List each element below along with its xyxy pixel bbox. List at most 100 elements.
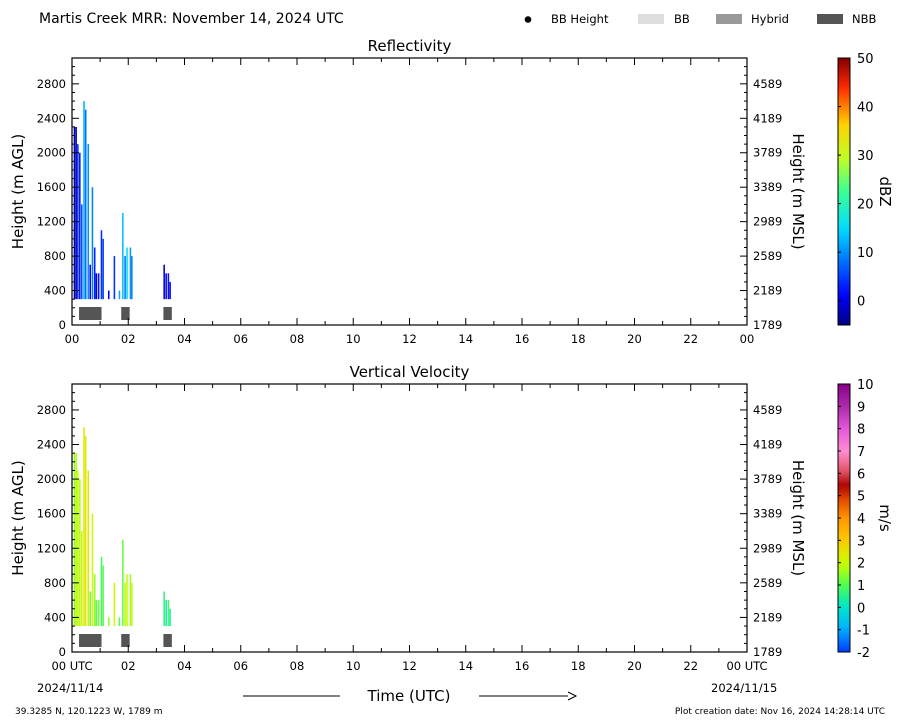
colorbar-tick-label: -2 (857, 646, 870, 661)
x-tick-label: 00 (65, 332, 80, 346)
x-tick-label: 04 (177, 332, 192, 346)
y2-tick-label: 2589 (753, 576, 782, 590)
panel-title: Vertical Velocity (350, 363, 470, 381)
legend-hybrid-swatch (716, 14, 742, 24)
legend-bb-label: BB (674, 12, 690, 26)
plot-frame (71, 383, 748, 653)
x-tick-label: 04 (177, 659, 192, 673)
y-tick-label: 800 (44, 576, 66, 590)
y-tick-label: 2800 (37, 403, 66, 417)
y2-tick-label: 4589 (753, 403, 782, 417)
x-tick-label: 20 (627, 659, 642, 673)
colorbar-tick-label: 8 (857, 423, 865, 438)
y2-tick-label: 4189 (753, 111, 782, 125)
precip-bar (75, 453, 77, 627)
precip-bar (126, 574, 128, 627)
x-tick-label: 14 (458, 659, 473, 673)
precip-bar (163, 591, 165, 627)
y2-axis-label: Height (m MSL) (789, 133, 807, 249)
legend-nbb-label: NBB (852, 12, 876, 26)
x-tick-label: 08 (290, 332, 305, 346)
y2-tick-label: 2189 (753, 284, 782, 298)
precip-bar (131, 582, 133, 627)
colorbar-tick-label: 20 (857, 198, 874, 213)
colorbar-tick-label: 40 (857, 101, 874, 116)
colorbar-tick-label: 2 (857, 557, 865, 572)
y-tick-label: 2400 (37, 111, 66, 125)
legend-bb-height-label: BB Height (551, 12, 609, 26)
colorbar-tick-label: 1 (857, 579, 865, 594)
x-tick-label: 06 (233, 332, 248, 346)
x-tick-label: 08 (290, 659, 305, 673)
bright-band-marker (121, 634, 130, 647)
y-axis-label: Height (m AGL) (9, 134, 27, 249)
colorbar-tick-label: -1 (857, 624, 870, 639)
y2-tick-label: 2989 (753, 541, 782, 555)
precip-bar (118, 290, 121, 300)
colorbar-tick-label: 9 (857, 400, 865, 415)
y2-tick-label: 4189 (753, 438, 782, 452)
precip-bar (129, 574, 132, 627)
precip-bar (102, 565, 104, 627)
precip-bar (95, 600, 98, 627)
legend-nbb-swatch (817, 14, 843, 24)
y-tick-label: 400 (44, 284, 66, 298)
start-date-label: 2024/11/14 (37, 681, 103, 695)
plot-creation-date: Plot creation date: Nov 16, 2024 14:28:1… (675, 707, 885, 717)
x-tick-label: 22 (683, 332, 698, 346)
y2-axis-label: Height (m MSL) (789, 460, 807, 576)
precip-bar (102, 238, 104, 300)
precip-bar (124, 582, 126, 627)
y2-tick-label: 3789 (753, 146, 782, 160)
bright-band-marker (163, 307, 172, 320)
precip-bar (91, 513, 94, 627)
y-tick-label: 2000 (37, 146, 66, 160)
precip-bar (163, 264, 165, 300)
y2-tick-label: 1789 (753, 645, 782, 659)
colorbar-tick-label: 10 (857, 378, 874, 393)
x-tick-label: 14 (458, 332, 473, 346)
y-tick-label: 0 (59, 645, 66, 659)
x-tick-label: 00 (740, 332, 755, 346)
colorbar-tick-label: 6 (857, 467, 865, 482)
colorbar-tick-label: 0 (857, 295, 865, 310)
precip-bar (81, 204, 83, 300)
legend-hybrid-label: Hybrid (751, 12, 789, 26)
x-tick-label: 06 (233, 659, 248, 673)
end-date-label: 2024/11/15 (711, 681, 777, 695)
y2-tick-label: 1789 (753, 318, 782, 332)
y-tick-label: 800 (44, 249, 66, 263)
precip-bar (124, 256, 126, 300)
y-tick-label: 400 (44, 610, 66, 624)
colorbar-tick-label: 50 (857, 52, 874, 67)
precip-bar (93, 247, 96, 300)
precip-bar (108, 617, 110, 627)
precip-bar (75, 126, 77, 300)
precip-bar (83, 101, 85, 300)
x-tick-label: 16 (515, 332, 530, 346)
precip-bar (167, 600, 170, 627)
precip-bar (84, 435, 87, 627)
colorbar-tick-label: 3 (857, 534, 865, 549)
x-tick-label: 12 (402, 659, 417, 673)
colorbar-label: m/s (876, 504, 894, 532)
precip-bar (129, 247, 132, 300)
y-tick-label: 2000 (37, 472, 66, 486)
precip-bar (118, 617, 121, 627)
colorbar-tick-label: 7 (857, 445, 865, 460)
precip-bar (81, 530, 83, 627)
precip-bar (97, 600, 100, 627)
x-tick-label: 20 (627, 332, 642, 346)
precip-bar (122, 213, 124, 300)
precip-bar (169, 608, 171, 627)
x-tick-label: 00 UTC (726, 659, 767, 673)
colorbar-tick-label: 0 (857, 601, 865, 616)
y2-tick-label: 3789 (753, 472, 782, 486)
colorbar-tick-label: 30 (857, 149, 874, 164)
precip-bar (165, 600, 167, 627)
x-tick-label: 10 (346, 659, 361, 673)
y2-tick-label: 3389 (753, 180, 782, 194)
